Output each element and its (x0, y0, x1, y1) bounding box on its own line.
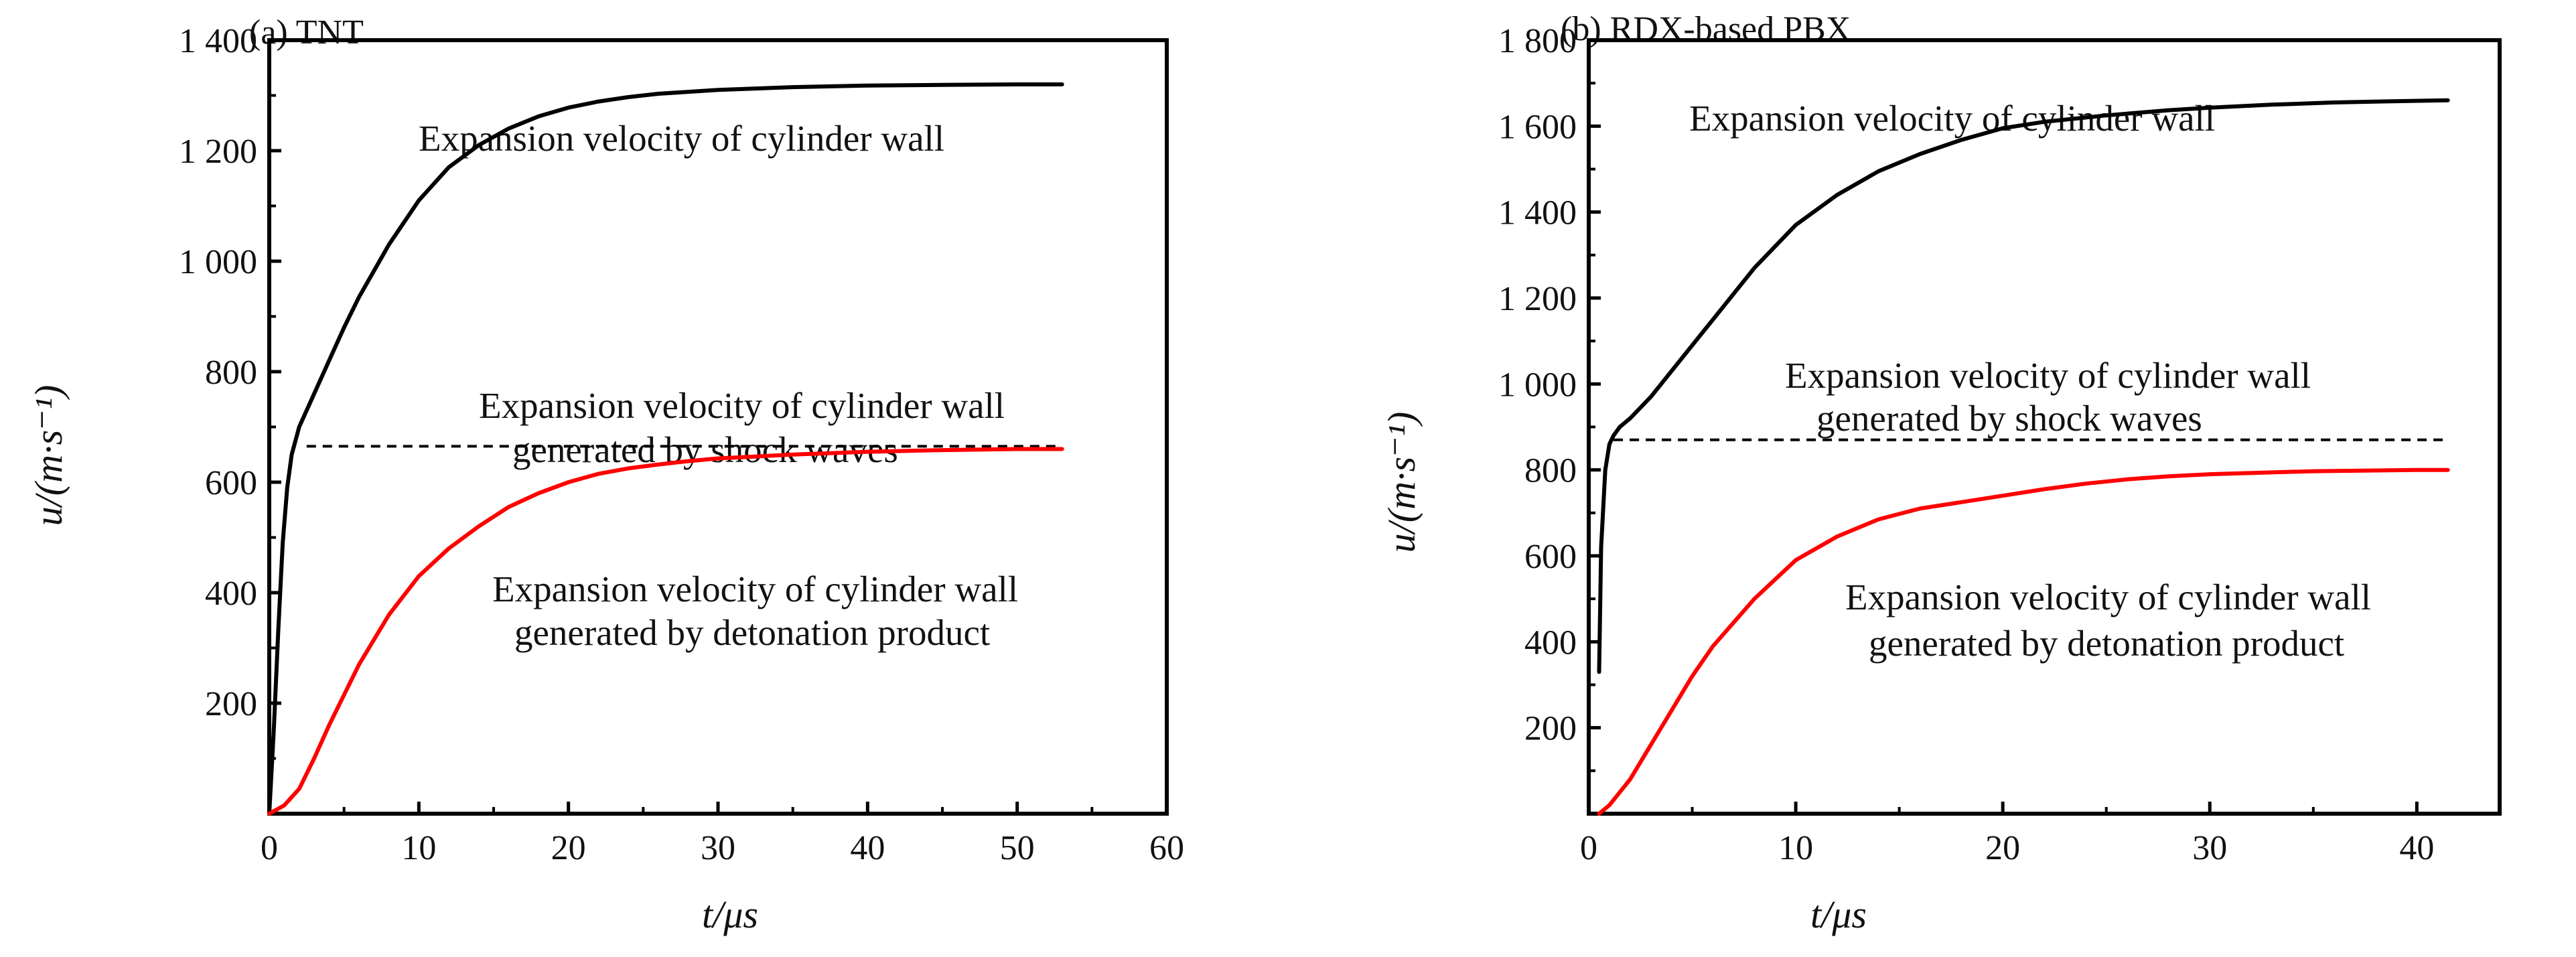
panel-a-annotation-product-2: generated by detonation product (514, 612, 990, 653)
panel-b-series-3-line (1597, 467, 2450, 816)
panel-a-x-tick-label: 20 (551, 829, 586, 867)
panel-b-x-tick-label: 30 (2192, 829, 2227, 867)
panel-a-x-tick-label: 10 (401, 829, 436, 867)
panel-b-x-tick-label: 40 (2399, 829, 2434, 867)
panel-a-x-tick-label: 60 (1149, 829, 1184, 867)
panel-a-x-tick-label: 30 (701, 829, 735, 867)
panel-a-title: (a) TNT (249, 13, 364, 52)
panel-b-y-tick-label: 1 800 (1498, 22, 1577, 60)
panel-b-x-tick-label: 20 (1985, 829, 2020, 867)
panel-b-y-tick-label: 1 200 (1498, 280, 1577, 318)
panel-a-x-tick-label: 40 (850, 829, 885, 867)
panel-a-tnt: (a) TNT Expansion velocity of cylinder w… (27, 13, 1184, 936)
panel-a-y-tick-label: 400 (205, 575, 257, 613)
panel-a-x-axis-title: t/μs (702, 893, 758, 936)
panel-b-y-tick-label: 400 (1524, 623, 1577, 662)
panel-b-y-tick-label: 1 400 (1498, 194, 1577, 232)
panel-b-y-tick-label: 600 (1524, 538, 1577, 576)
panel-a-y-tick-label: 1 000 (179, 243, 257, 281)
panel-a-y-tick-label: 1 200 (179, 133, 257, 171)
panel-b-title: (b) RDX-based PBX (1561, 10, 1851, 48)
panel-b-y-tick-label: 1 600 (1498, 108, 1577, 146)
panel-a-annotation-wall: Expansion velocity of cylinder wall (419, 118, 944, 159)
panel-b-y-tick-label: 1 000 (1498, 366, 1577, 404)
panel-a-y-tick-label: 600 (205, 464, 257, 502)
panel-b-rdx-pbx: (b) RDX-based PBX Expansion velocity of … (1380, 10, 2502, 936)
panel-a-annotation-shock-2: generated by shock waves (512, 429, 898, 470)
panel-a-x-tick-label: 0 (261, 829, 278, 867)
panel-b-y-tick-label: 200 (1524, 710, 1577, 748)
panel-a-y-axis-title: u/(m·s⁻¹) (27, 385, 70, 526)
panel-a-annotation-shock-1: Expansion velocity of cylinder wall (479, 385, 1005, 426)
panel-a-y-tick-label: 200 (205, 685, 257, 723)
panel-a-series-1-line (267, 82, 1064, 816)
panel-b-annotation-shock-1: Expansion velocity of cylinder wall (1785, 355, 2311, 396)
panel-b-annotation-product-2: generated by detonation product (1869, 623, 2344, 664)
panel-a-annotation-product-1: Expansion velocity of cylinder wall (492, 569, 1018, 609)
panel-a-y-tick-label: 1 400 (179, 22, 257, 60)
panel-b-annotation-wall: Expansion velocity of cylinder wall (1689, 98, 2215, 139)
panel-b-x-axis-title: t/μs (1810, 893, 1867, 936)
panel-b-series-1-line (1597, 98, 2450, 674)
panel-b-y-axis-title: u/(m·s⁻¹) (1380, 412, 1423, 553)
panel-b-annotation-shock-2: generated by shock waves (1816, 398, 2202, 439)
panel-b-annotation-product-1: Expansion velocity of cylinder wall (1845, 577, 2371, 617)
panel-b-y-tick-label: 800 (1524, 452, 1577, 490)
panel-a-series-3-line (267, 447, 1064, 816)
panel-b-x-tick-label: 10 (1778, 829, 1813, 867)
panel-a-x-tick-label: 50 (1000, 829, 1035, 867)
panel-b-x-tick-label: 0 (1580, 829, 1597, 867)
panel-a-y-tick-label: 800 (205, 354, 257, 392)
